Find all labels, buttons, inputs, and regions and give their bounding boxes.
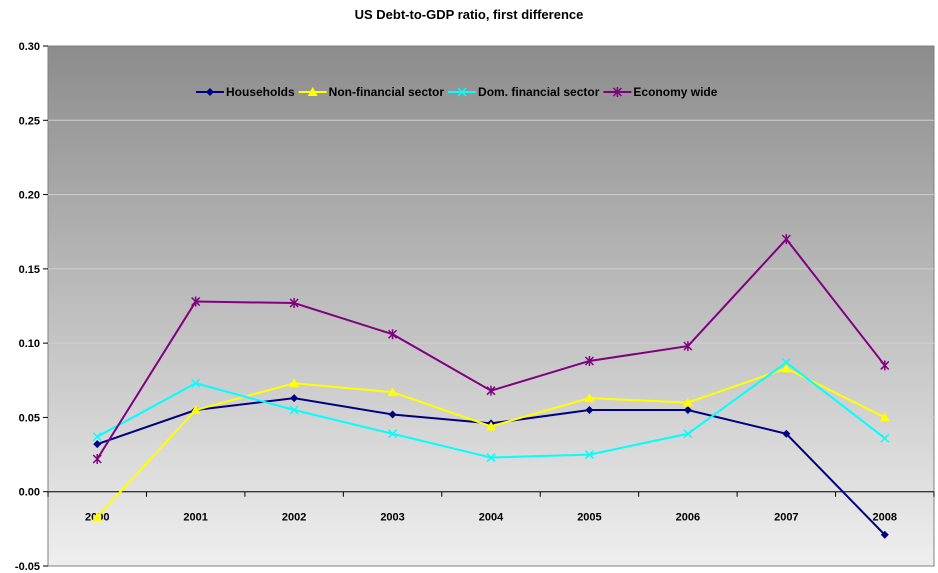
- data-point: [289, 378, 300, 388]
- data-point: [289, 298, 299, 309]
- y-tick-label: 0.05: [19, 412, 40, 424]
- x-tick-label: 2005: [577, 512, 601, 524]
- legend-item: Non-financial sector: [298, 85, 445, 99]
- data-point: [683, 341, 693, 352]
- data-point: [683, 429, 693, 439]
- data-point: [879, 412, 890, 422]
- data-point: [486, 385, 496, 396]
- x-tick-label: 2002: [282, 512, 306, 524]
- series-dom-financial-sector: [92, 357, 890, 463]
- y-tick-label: 0.10: [19, 338, 40, 350]
- data-point: [307, 87, 318, 96]
- data-point: [683, 406, 692, 414]
- chart-title: US Debt-to-GDP ratio, first difference: [355, 7, 584, 22]
- data-point: [92, 432, 102, 442]
- data-point: [880, 433, 890, 443]
- data-point: [584, 450, 594, 460]
- x-tick-label: 2006: [676, 512, 700, 524]
- data-point: [457, 87, 467, 97]
- data-point: [486, 453, 496, 463]
- data-point: [191, 296, 201, 307]
- data-point: [880, 530, 889, 539]
- data-point: [92, 511, 103, 521]
- y-tick-label: 0.00: [19, 487, 40, 499]
- y-tick-label: 0.30: [19, 41, 40, 53]
- data-point: [585, 406, 594, 414]
- x-tick-label: 2008: [873, 512, 897, 524]
- data-point: [388, 410, 397, 419]
- y-tick-label: 0.25: [19, 115, 40, 127]
- legend-label: Households: [226, 85, 295, 99]
- data-point: [92, 454, 102, 465]
- legend-item: Economy wide: [603, 85, 718, 99]
- data-point: [612, 87, 622, 97]
- series-non-financial-sector: [92, 363, 890, 521]
- legend-label: Non-financial sector: [329, 85, 445, 99]
- data-point: [486, 421, 496, 431]
- series-economy-wide: [92, 234, 890, 465]
- data-point: [782, 429, 791, 438]
- legend-item: Dom. financial sector: [448, 85, 600, 99]
- legend-label: Dom. financial sector: [478, 85, 600, 99]
- x-tick-label: 2004: [479, 512, 504, 524]
- data-point: [289, 405, 299, 415]
- data-point: [781, 357, 791, 367]
- legend-label: Economy wide: [633, 85, 717, 99]
- y-tick-label: 0.15: [19, 264, 40, 276]
- data-point: [880, 360, 890, 371]
- data-point: [387, 387, 398, 397]
- x-tick-label: 2007: [774, 512, 798, 524]
- series-layer: [92, 234, 890, 539]
- y-tick-label: -0.05: [15, 561, 40, 573]
- plot-area: [47, 45, 935, 567]
- x-tick-label: 2003: [380, 512, 404, 524]
- data-point: [388, 329, 398, 340]
- legend: Households Non-financial sector Dom. finan…: [196, 85, 718, 99]
- data-point: [781, 234, 791, 245]
- data-point: [584, 393, 595, 403]
- x-tick-label: 2001: [183, 512, 207, 524]
- data-point: [290, 394, 299, 403]
- data-point: [682, 397, 693, 407]
- data-point: [206, 88, 214, 96]
- legend-item: Households: [196, 85, 295, 99]
- data-point: [388, 429, 398, 439]
- data-point: [191, 378, 201, 388]
- data-point: [781, 363, 792, 373]
- y-tick-label: 0.20: [19, 190, 40, 202]
- data-point: [190, 405, 201, 414]
- data-point: [584, 355, 594, 366]
- data-point: [93, 440, 102, 449]
- axes: 0.300.250.200.150.100.050.00-0.052000200…: [15, 41, 935, 573]
